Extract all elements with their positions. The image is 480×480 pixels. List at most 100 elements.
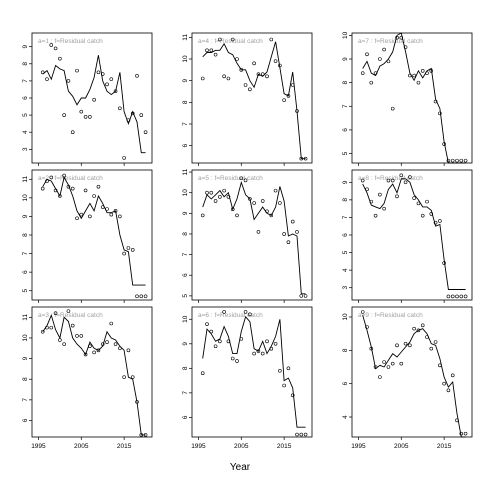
observed-point xyxy=(243,83,248,87)
y-tick-label: 5 xyxy=(342,151,349,155)
observed-point xyxy=(412,326,416,331)
observed-point xyxy=(200,76,205,81)
y-tick-label: 6 xyxy=(182,415,189,419)
observed-point xyxy=(433,99,438,104)
observed-point xyxy=(429,346,434,351)
y-tick-label: 8 xyxy=(22,377,29,381)
observed-point xyxy=(83,188,88,193)
y-tick-label: 7 xyxy=(22,79,29,83)
observed-point xyxy=(295,230,299,234)
panel-title: a=8 : f=Residual catch xyxy=(358,175,423,182)
x-tick-label: 1995 xyxy=(31,443,46,450)
observed-point xyxy=(442,142,446,146)
observed-point xyxy=(122,156,126,160)
y-tick-label: 9 xyxy=(182,78,189,82)
observed-point xyxy=(386,59,391,64)
observed-point xyxy=(118,214,122,219)
y-tick-label: 9 xyxy=(182,211,189,215)
observed-point xyxy=(260,72,265,76)
observed-point xyxy=(299,432,304,437)
observed-point xyxy=(455,158,459,163)
observed-point xyxy=(130,375,135,379)
observed-point xyxy=(450,294,455,299)
observed-point xyxy=(45,77,49,81)
observed-point xyxy=(53,46,58,51)
observed-point xyxy=(256,230,261,234)
panel-1: a=1 : f=Residual catch 3 4 5 6 7 8 9 xyxy=(22,32,153,166)
y-tick-label: 10 xyxy=(22,194,29,202)
observed-point xyxy=(416,80,421,85)
y-tick-label: 6 xyxy=(22,418,29,422)
observed-point xyxy=(126,348,131,353)
y-tick-label: 9 xyxy=(22,44,29,48)
observed-point xyxy=(100,342,105,346)
y-tick-label: 6 xyxy=(22,96,29,100)
y-tick-label: 10 xyxy=(182,55,189,63)
observed-point xyxy=(290,83,295,87)
observed-point xyxy=(109,212,114,217)
observed-point xyxy=(49,175,54,180)
observed-point xyxy=(248,312,252,317)
observed-point xyxy=(58,194,62,198)
y-tick-label: 9 xyxy=(182,342,189,346)
observed-point xyxy=(378,57,382,61)
panel-frame xyxy=(31,169,153,301)
fitted-line xyxy=(202,180,306,295)
observed-point xyxy=(226,339,231,344)
observed-point xyxy=(286,94,291,98)
observed-point xyxy=(122,251,126,256)
observed-point xyxy=(395,194,399,199)
observed-point xyxy=(463,431,468,436)
y-tick-label: 6 xyxy=(182,143,189,147)
observed-point xyxy=(49,43,54,47)
x-tick-label: 2005 xyxy=(234,443,249,450)
y-tick-label: 10 xyxy=(342,31,349,39)
fitted-line xyxy=(42,313,146,436)
observed-point xyxy=(463,158,468,163)
y-tick-label: 11 xyxy=(22,314,29,321)
observed-point xyxy=(83,115,88,119)
y-tick-label: 9 xyxy=(342,180,349,184)
y-tick-label: 7 xyxy=(342,215,349,219)
observed-point xyxy=(205,322,209,326)
observed-point xyxy=(105,340,109,344)
observed-point xyxy=(295,432,299,437)
observed-point xyxy=(399,361,404,366)
panel-5: a=5 : f=Residual catch 5 6 7 8 9 10 11 xyxy=(182,168,313,303)
observed-point xyxy=(378,192,382,197)
observed-point xyxy=(252,201,256,205)
observed-point xyxy=(218,195,222,199)
observed-point xyxy=(139,433,144,437)
observed-point xyxy=(360,178,365,183)
observed-point xyxy=(139,294,144,299)
observed-point xyxy=(303,294,308,298)
panel-frame xyxy=(31,32,153,164)
observed-point xyxy=(62,342,66,346)
observed-point xyxy=(139,113,144,117)
panel-frame xyxy=(351,32,473,164)
observed-point xyxy=(113,89,118,93)
y-tick-label: 7 xyxy=(22,398,29,402)
observed-point xyxy=(126,118,131,123)
observed-point xyxy=(438,111,442,116)
observed-point xyxy=(88,115,92,119)
observed-point xyxy=(390,106,395,111)
observed-point xyxy=(433,340,438,344)
observed-point xyxy=(200,371,205,376)
y-tick-label: 8 xyxy=(182,366,189,370)
fitted-line xyxy=(202,41,306,160)
observed-point xyxy=(113,209,118,213)
observed-point xyxy=(403,341,408,346)
observed-point xyxy=(70,130,75,135)
observed-point xyxy=(282,383,286,388)
observed-point xyxy=(96,70,101,75)
observed-point xyxy=(92,97,96,102)
observed-point xyxy=(53,188,58,193)
fitted-line xyxy=(42,176,146,286)
x-tick-label: 2005 xyxy=(74,443,89,450)
observed-point xyxy=(118,106,122,111)
observed-point xyxy=(446,294,451,299)
observed-point xyxy=(143,433,148,437)
panel-title: a=6 : f=Residual catch xyxy=(198,312,263,319)
